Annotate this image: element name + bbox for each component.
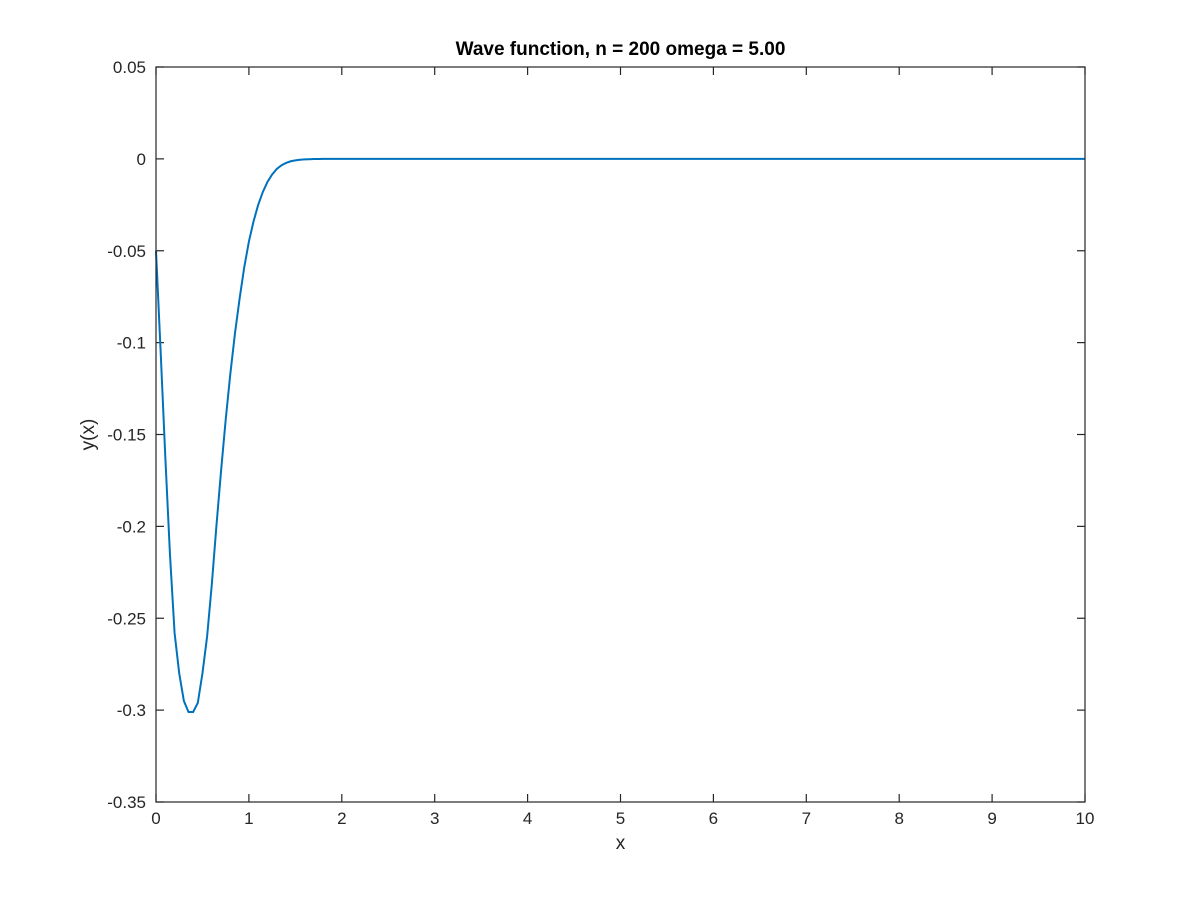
x-tick-label: 3 xyxy=(430,809,439,828)
plot-area xyxy=(156,67,1085,802)
y-tick-label: -0.1 xyxy=(117,334,146,353)
y-tick-label: 0 xyxy=(137,150,146,169)
x-tick-label: 7 xyxy=(802,809,811,828)
y-tick-label: -0.3 xyxy=(117,701,146,720)
x-tick-label: 8 xyxy=(894,809,903,828)
plot-frame xyxy=(155,66,1086,803)
y-axis-label: y(x) xyxy=(78,419,99,451)
y-tick-label: -0.35 xyxy=(107,793,146,812)
x-tick-label: 0 xyxy=(151,809,160,828)
x-tick-label: 4 xyxy=(523,809,532,828)
x-tick-label: 1 xyxy=(244,809,253,828)
chart-title: Wave function, n = 200 omega = 5.00 xyxy=(456,39,786,60)
y-tick-label: -0.15 xyxy=(107,426,146,445)
x-tick-label: 2 xyxy=(337,809,346,828)
y-tick-label: -0.25 xyxy=(107,609,146,628)
x-tick-label: 10 xyxy=(1076,809,1095,828)
y-tick-label: 0.05 xyxy=(113,58,146,77)
series-line xyxy=(155,157,1085,713)
y-tick-label: -0.05 xyxy=(107,242,146,261)
x-tick-label: 6 xyxy=(709,809,718,828)
x-axis-label: x xyxy=(616,833,626,854)
y-tick-label: -0.2 xyxy=(117,517,146,536)
x-tick-label: 5 xyxy=(616,809,625,828)
axis-tick-labels: 0 1 2 3 4 5 6 7 8 9 10 0.05 0 -0.05 -0.1 -0.15 -0.2 -0.25… xyxy=(107,58,1094,828)
x-tick-label: 9 xyxy=(987,809,996,828)
